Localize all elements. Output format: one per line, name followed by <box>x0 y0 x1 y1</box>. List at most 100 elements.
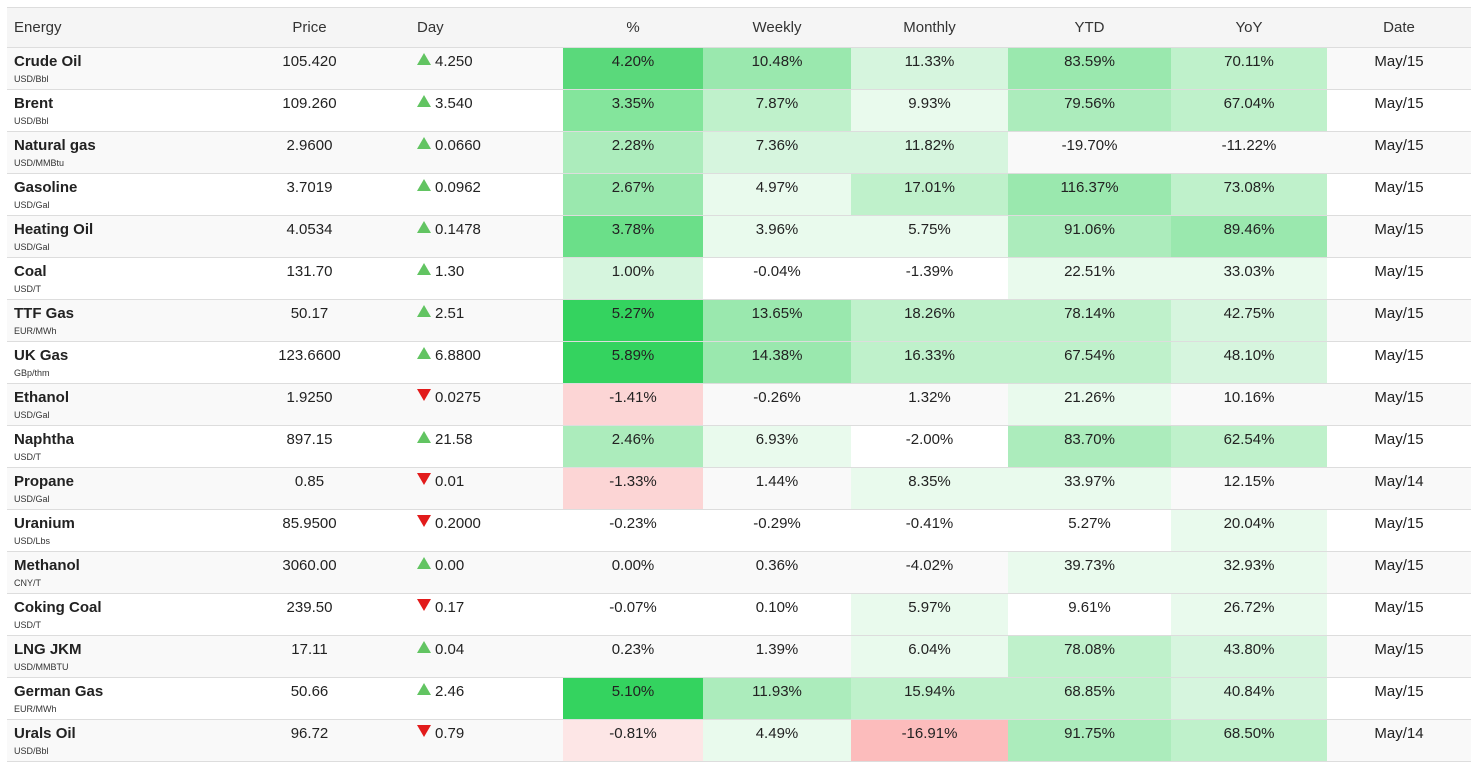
commodity-name-link[interactable]: Heating Oil <box>14 221 94 238</box>
header-ytd[interactable]: YTD <box>1008 7 1171 48</box>
weekly-change-value: -0.29% <box>753 515 801 532</box>
yoy-change-cell: 33.03% <box>1171 257 1327 300</box>
commodity-name-link[interactable]: Brent <box>14 95 54 112</box>
weekly-change-value: 1.44% <box>755 473 799 490</box>
yoy-change-value: -11.22% <box>1221 137 1277 154</box>
commodity-name-link[interactable]: Propane <box>14 473 75 490</box>
commodity-cell: UK Gas GBp/thm <box>7 341 204 384</box>
day-change-cell: 21.58 <box>415 425 563 468</box>
ytd-change-cell: 116.37% <box>1008 173 1171 216</box>
table-row: Urals Oil USD/Bbl 96.72 0.79 -0.81% 4.49% -16.… <box>7 719 1471 762</box>
energy-table-container: Energy Price Day % Weekly Monthly YTD Yo… <box>7 7 1471 762</box>
pct-change-cell: 3.35% <box>563 89 703 132</box>
pct-change-cell: 5.27% <box>563 299 703 342</box>
triangle-up-icon <box>417 305 431 317</box>
date-cell: May/15 <box>1327 593 1471 636</box>
day-change: 0.17 <box>417 594 464 616</box>
price-value: 105.420 <box>282 53 337 70</box>
price-cell: 4.0534 <box>204 215 415 258</box>
weekly-change-cell: 14.38% <box>703 341 851 384</box>
table-header-row: Energy Price Day % Weekly Monthly YTD Yo… <box>7 7 1471 48</box>
yoy-change-cell: 40.84% <box>1171 677 1327 720</box>
header-date[interactable]: Date <box>1327 7 1471 48</box>
pct-change-value: 2.46% <box>611 431 655 448</box>
day-change-value: 0.1478 <box>435 221 481 238</box>
header-weekly[interactable]: Weekly <box>703 7 851 48</box>
yoy-change-value: 26.72% <box>1223 599 1275 616</box>
table-row: UK Gas GBp/thm 123.6600 6.8800 5.89% 14.38% 16… <box>7 341 1471 384</box>
day-change-cell: 3.540 <box>415 89 563 132</box>
day-change-value: 3.540 <box>435 95 473 112</box>
price-value: 3060.00 <box>282 557 337 574</box>
commodity-name-link[interactable]: German Gas <box>14 683 104 700</box>
monthly-change-value: 11.33% <box>904 53 955 70</box>
commodity-name-link[interactable]: Uranium <box>14 515 75 532</box>
commodity-name-link[interactable]: LNG JKM <box>14 641 82 658</box>
header-energy[interactable]: Energy <box>7 7 204 48</box>
commodity-name-link[interactable]: UK Gas <box>14 347 69 364</box>
table-row: German Gas EUR/MWh 50.66 2.46 5.10% 11.93% 15.… <box>7 677 1471 720</box>
date-value: May/15 <box>1374 179 1424 196</box>
ytd-change-value: 21.26% <box>1064 389 1115 406</box>
day-change: 0.0660 <box>417 132 481 154</box>
table-row: Uranium USD/Lbs 85.9500 0.2000 -0.23% -0.29% -… <box>7 509 1471 552</box>
header-monthly[interactable]: Monthly <box>851 7 1008 48</box>
pct-change-value: -1.41% <box>609 389 657 406</box>
header-yoy[interactable]: YoY <box>1171 7 1327 48</box>
day-change-cell: 0.0660 <box>415 131 563 174</box>
pct-change-cell: 2.67% <box>563 173 703 216</box>
commodity-unit: USD/Bbl <box>14 116 49 126</box>
commodity-name-link[interactable]: Urals Oil <box>14 725 76 742</box>
monthly-change-cell: 1.32% <box>851 383 1008 426</box>
commodity-name-link[interactable]: Crude Oil <box>14 53 82 70</box>
monthly-change-cell: 9.93% <box>851 89 1008 132</box>
ytd-change-value: 83.59% <box>1064 53 1115 70</box>
day-change-value: 0.01 <box>435 473 465 490</box>
date-value: May/15 <box>1374 389 1424 406</box>
commodity-name-link[interactable]: Coal <box>14 263 47 280</box>
commodity-unit: USD/T <box>14 620 41 630</box>
weekly-change-cell: 4.49% <box>703 719 851 762</box>
day-change: 0.01 <box>417 468 464 490</box>
table-row: TTF Gas EUR/MWh 50.17 2.51 5.27% 13.65% 18.26%… <box>7 299 1471 342</box>
triangle-down-icon <box>417 515 431 527</box>
weekly-change-value: 6.93% <box>755 431 799 448</box>
commodity-cell: German Gas EUR/MWh <box>7 677 204 720</box>
ytd-change-cell: -19.70% <box>1008 131 1171 174</box>
price-cell: 105.420 <box>204 47 415 90</box>
commodity-unit: EUR/MWh <box>14 326 57 336</box>
weekly-change-cell: 10.48% <box>703 47 851 90</box>
yoy-change-cell: 70.11% <box>1171 47 1327 90</box>
commodity-name-link[interactable]: Coking Coal <box>14 599 102 616</box>
yoy-change-cell: 20.04% <box>1171 509 1327 552</box>
date-cell: May/15 <box>1327 257 1471 300</box>
commodity-name-link[interactable]: Methanol <box>14 557 80 574</box>
date-cell: May/15 <box>1327 131 1471 174</box>
yoy-change-value: 20.04% <box>1223 515 1275 532</box>
header-pct[interactable]: % <box>563 7 703 48</box>
weekly-change-value: 3.96% <box>755 221 799 238</box>
commodity-name-link[interactable]: TTF Gas <box>14 305 75 322</box>
commodity-name-link[interactable]: Ethanol <box>14 389 69 406</box>
commodity-cell: Coking Coal USD/T <box>7 593 204 636</box>
yoy-change-value: 33.03% <box>1223 263 1275 280</box>
ytd-change-cell: 21.26% <box>1008 383 1171 426</box>
yoy-change-cell: 48.10% <box>1171 341 1327 384</box>
commodity-name-link[interactable]: Gasoline <box>14 179 78 196</box>
day-change-value: 4.250 <box>435 53 473 70</box>
ytd-change-value: 78.14% <box>1064 305 1115 322</box>
day-change-cell: 2.46 <box>415 677 563 720</box>
header-price[interactable]: Price <box>204 7 415 48</box>
date-cell: May/15 <box>1327 383 1471 426</box>
monthly-change-cell: -0.41% <box>851 509 1008 552</box>
commodity-name-link[interactable]: Natural gas <box>14 137 96 154</box>
day-change-cell: 1.30 <box>415 257 563 300</box>
monthly-change-value: 16.33% <box>904 347 955 364</box>
commodity-unit: USD/Bbl <box>14 746 49 756</box>
pct-change-cell: 5.89% <box>563 341 703 384</box>
pct-change-value: -0.07% <box>609 599 657 616</box>
header-day[interactable]: Day <box>415 7 563 48</box>
commodity-unit: USD/Gal <box>14 200 50 210</box>
pct-change-cell: -1.41% <box>563 383 703 426</box>
commodity-name-link[interactable]: Naphtha <box>14 431 74 448</box>
